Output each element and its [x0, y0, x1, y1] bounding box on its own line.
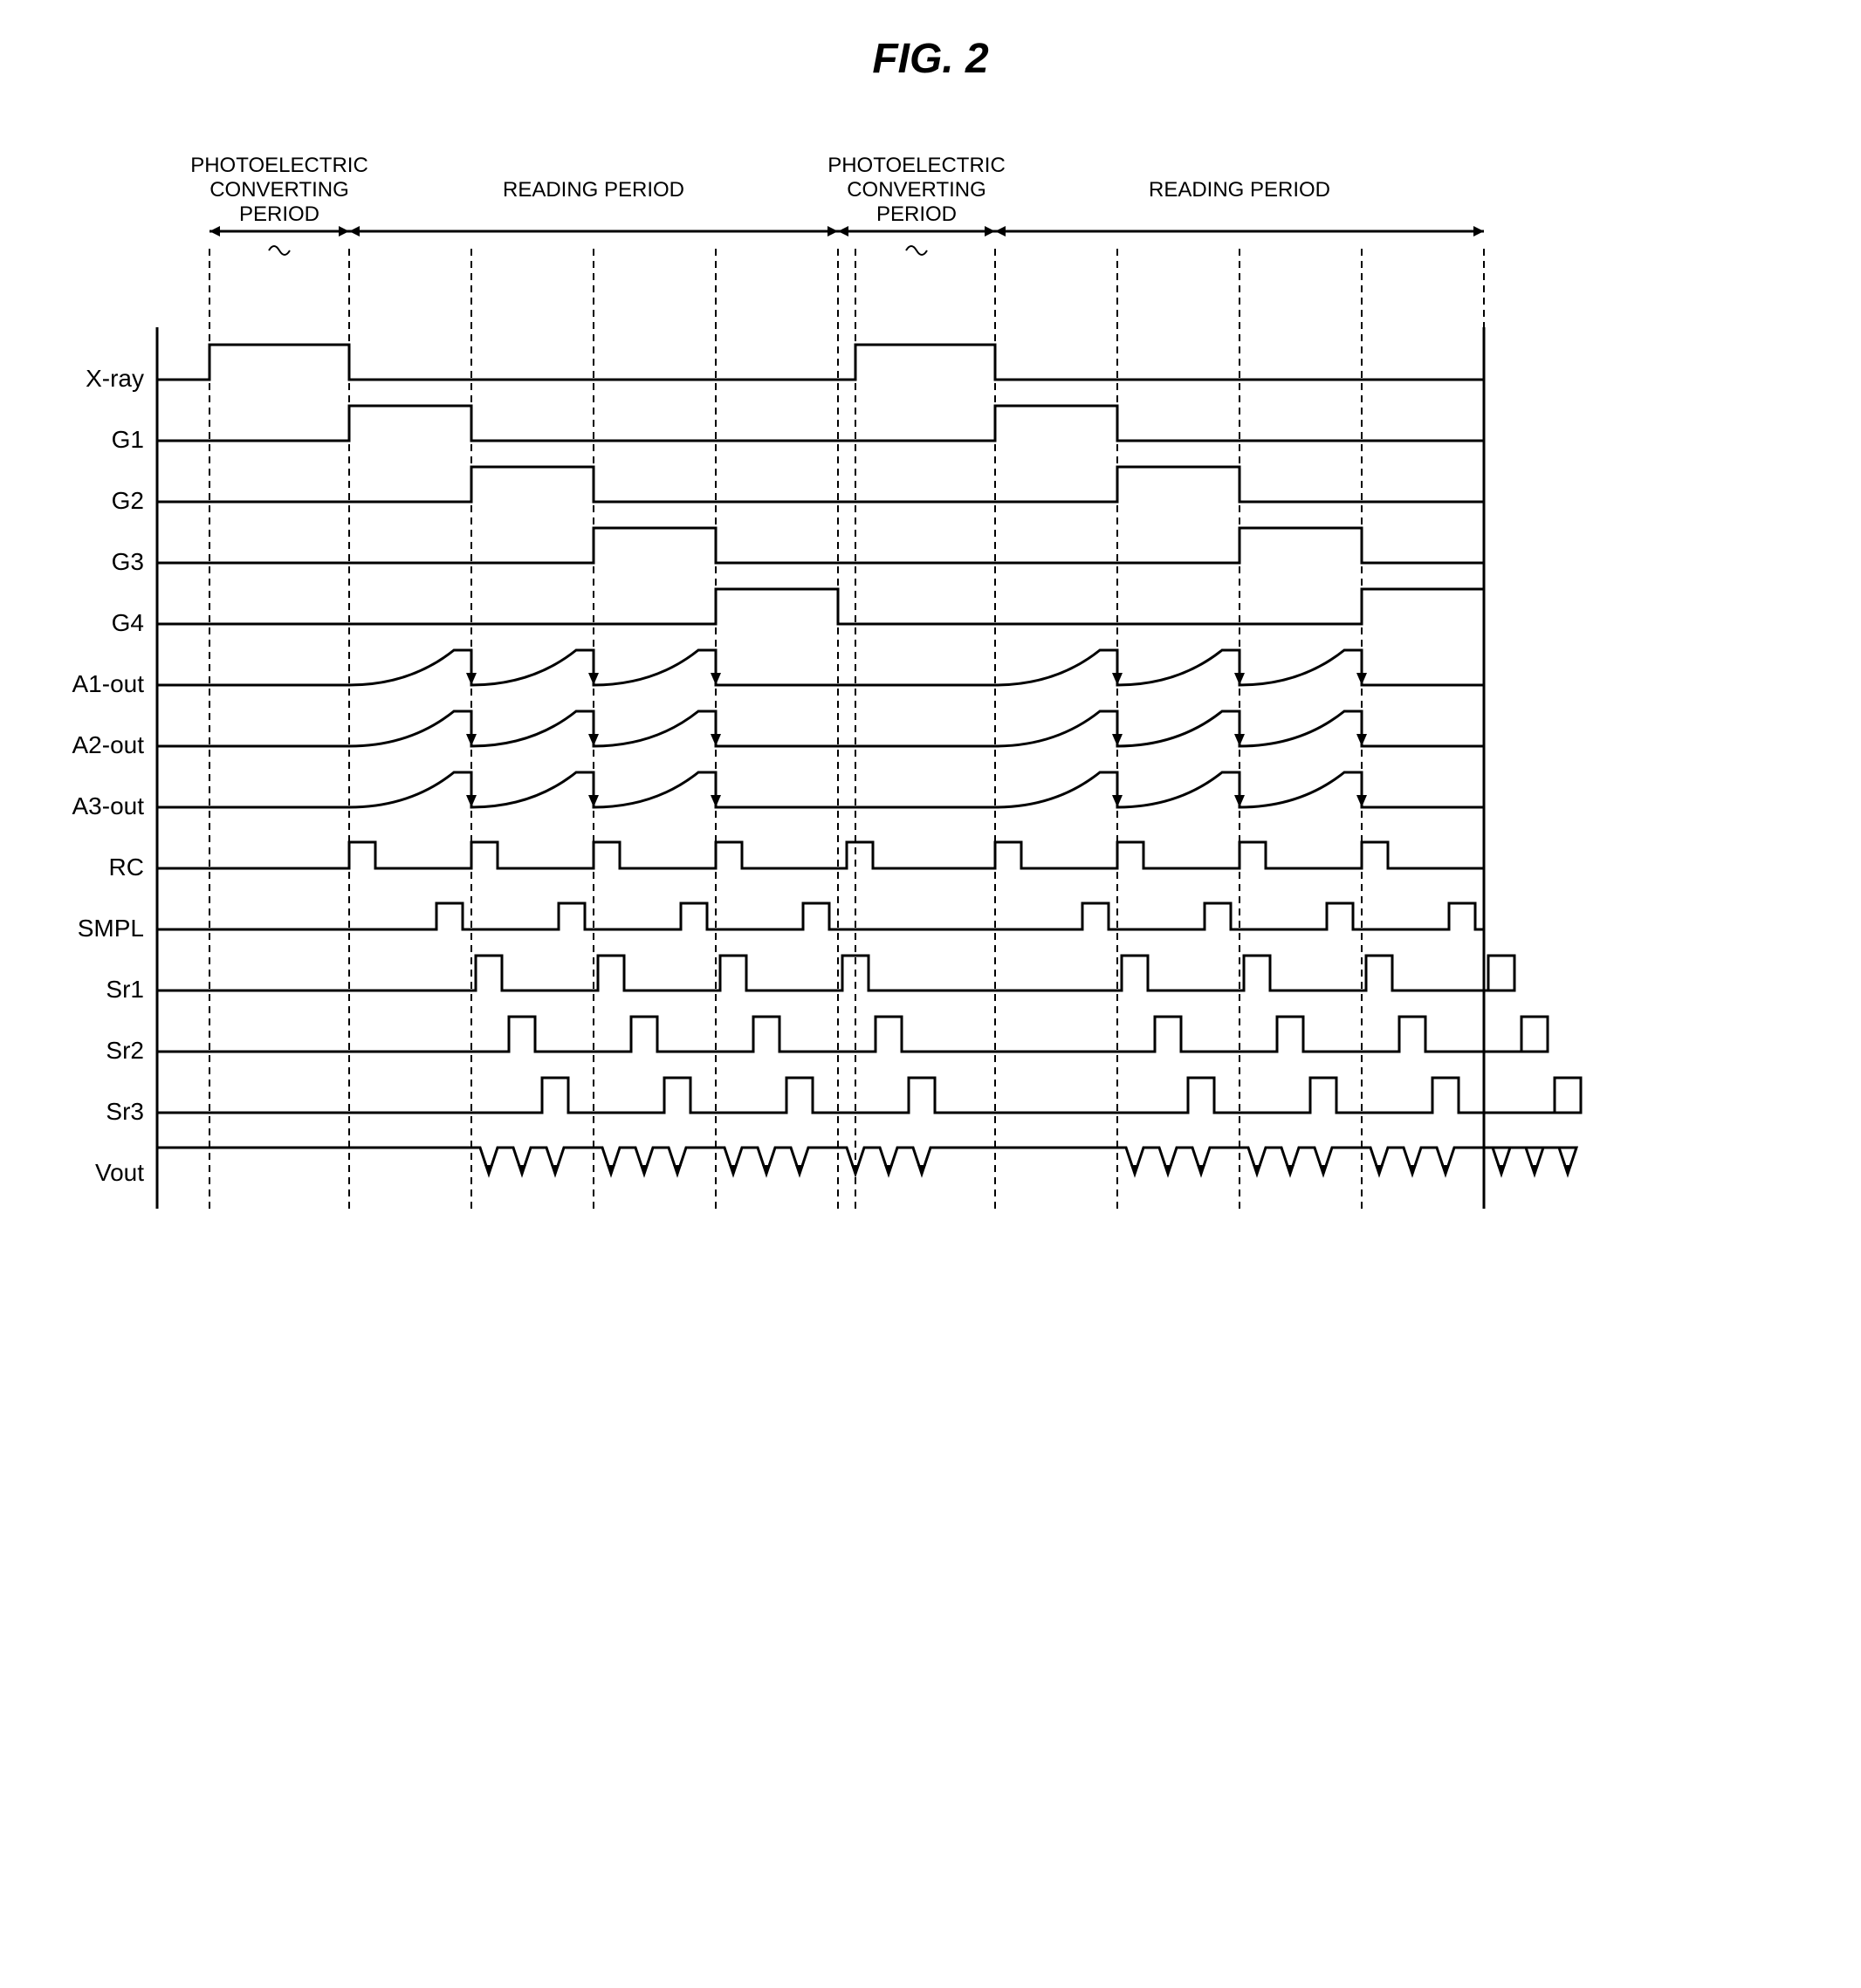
svg-text:Sr3: Sr3 [106, 1098, 144, 1125]
svg-text:PERIOD: PERIOD [876, 202, 957, 226]
svg-text:G3: G3 [112, 548, 144, 575]
svg-text:A2-out: A2-out [72, 731, 145, 758]
svg-text:Sr1: Sr1 [106, 976, 144, 1003]
svg-text:PERIOD: PERIOD [239, 202, 319, 226]
svg-text:Vout: Vout [95, 1159, 144, 1186]
svg-text:A3-out: A3-out [72, 792, 145, 819]
svg-text:RC: RC [109, 853, 144, 881]
svg-text:G2: G2 [112, 487, 144, 514]
svg-text:G1: G1 [112, 426, 144, 453]
svg-text:X-ray: X-ray [86, 365, 144, 392]
svg-text:SMPL: SMPL [78, 915, 144, 942]
timing-diagram: PHOTOELECTRICCONVERTINGPERIODREADING PER… [35, 109, 1826, 1226]
svg-text:Sr2: Sr2 [106, 1037, 144, 1064]
timing-svg: PHOTOELECTRICCONVERTINGPERIODREADING PER… [35, 109, 1606, 1226]
svg-text:READING PERIOD: READING PERIOD [1149, 178, 1330, 202]
figure-title: FIG. 2 [35, 35, 1826, 83]
svg-text:CONVERTING: CONVERTING [847, 178, 986, 202]
svg-text:READING PERIOD: READING PERIOD [503, 178, 684, 202]
svg-text:PHOTOELECTRIC: PHOTOELECTRIC [190, 154, 368, 177]
svg-text:CONVERTING: CONVERTING [209, 178, 349, 202]
svg-text:PHOTOELECTRIC: PHOTOELECTRIC [827, 154, 1006, 177]
svg-text:G4: G4 [112, 609, 144, 636]
svg-text:A1-out: A1-out [72, 670, 145, 697]
